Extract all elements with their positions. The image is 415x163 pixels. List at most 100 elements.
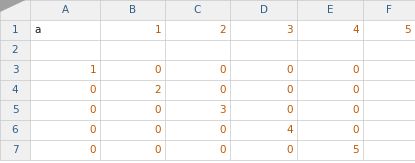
Bar (30, 0, 100, 20)
Polygon shape (0, 0, 25, 12)
Text: 0: 0 (352, 125, 359, 135)
Bar (230, 120, 297, 140)
Bar (100, 40, 165, 60)
Text: 2: 2 (12, 45, 18, 55)
Bar (297, 60, 363, 80)
Bar (165, 20, 230, 40)
Text: 5: 5 (404, 25, 411, 35)
Bar (297, 20, 363, 40)
Bar (230, 80, 297, 100)
Text: 4: 4 (286, 125, 293, 135)
Bar (363, 0, 415, 20)
Text: 0: 0 (220, 65, 226, 75)
Bar (230, 20, 297, 40)
Bar (363, 100, 415, 120)
Text: 5: 5 (352, 145, 359, 155)
Text: 4: 4 (352, 25, 359, 35)
Text: 0: 0 (90, 145, 96, 155)
Bar (30, 120, 100, 140)
Text: A: A (61, 5, 68, 15)
Text: 0: 0 (220, 125, 226, 135)
Text: 0: 0 (286, 105, 293, 115)
Text: 0: 0 (154, 125, 161, 135)
Bar (297, 120, 363, 140)
Bar (100, 80, 165, 100)
Text: 1: 1 (154, 25, 161, 35)
Bar (0, 120, 30, 140)
Bar (165, 120, 230, 140)
Text: 7: 7 (12, 145, 18, 155)
Bar (30, 40, 100, 60)
Bar (363, 140, 415, 160)
Text: 3: 3 (12, 65, 18, 75)
Bar (0, 80, 30, 100)
Bar (30, 60, 100, 80)
Bar (297, 40, 363, 60)
Text: 0: 0 (220, 145, 226, 155)
Text: 0: 0 (154, 65, 161, 75)
Bar (0, 40, 30, 60)
Bar (165, 140, 230, 160)
Bar (297, 80, 363, 100)
Text: 0: 0 (352, 105, 359, 115)
Bar (363, 80, 415, 100)
Text: 0: 0 (154, 105, 161, 115)
Bar (100, 0, 165, 20)
Bar (363, 120, 415, 140)
Bar (165, 40, 230, 60)
Bar (100, 140, 165, 160)
Bar (297, 100, 363, 120)
Text: 1: 1 (12, 25, 18, 35)
Bar (30, 80, 100, 100)
Bar (230, 40, 297, 60)
Text: C: C (194, 5, 201, 15)
Bar (100, 100, 165, 120)
Bar (363, 20, 415, 40)
Text: 6: 6 (12, 125, 18, 135)
Text: 0: 0 (90, 125, 96, 135)
Text: 3: 3 (220, 105, 226, 115)
Bar (363, 40, 415, 60)
Bar (165, 60, 230, 80)
Bar (230, 0, 297, 20)
Text: 0: 0 (90, 105, 96, 115)
Text: D: D (259, 5, 268, 15)
Text: 2: 2 (154, 85, 161, 95)
Bar (0, 60, 30, 80)
Bar (297, 0, 363, 20)
Bar (165, 100, 230, 120)
Text: B: B (129, 5, 136, 15)
Bar (230, 100, 297, 120)
Text: 0: 0 (352, 85, 359, 95)
Bar (0, 140, 30, 160)
Bar (0, 20, 30, 40)
Bar (0, 0, 30, 20)
Text: 0: 0 (286, 65, 293, 75)
Text: 0: 0 (154, 145, 161, 155)
Bar (0, 100, 30, 120)
Text: F: F (386, 5, 392, 15)
Text: a: a (34, 25, 40, 35)
Bar (165, 80, 230, 100)
Text: 0: 0 (286, 145, 293, 155)
Bar (30, 100, 100, 120)
Bar (100, 20, 165, 40)
Bar (30, 20, 100, 40)
Text: 0: 0 (90, 85, 96, 95)
Text: 1: 1 (89, 65, 96, 75)
Bar (230, 140, 297, 160)
Bar (363, 60, 415, 80)
Text: E: E (327, 5, 333, 15)
Text: 0: 0 (286, 85, 293, 95)
Bar (100, 60, 165, 80)
Text: 3: 3 (286, 25, 293, 35)
Bar (30, 140, 100, 160)
Text: 0: 0 (220, 85, 226, 95)
Bar (230, 60, 297, 80)
Text: 5: 5 (12, 105, 18, 115)
Bar (297, 140, 363, 160)
Bar (100, 120, 165, 140)
Text: 0: 0 (352, 65, 359, 75)
Text: 2: 2 (220, 25, 226, 35)
Text: 4: 4 (12, 85, 18, 95)
